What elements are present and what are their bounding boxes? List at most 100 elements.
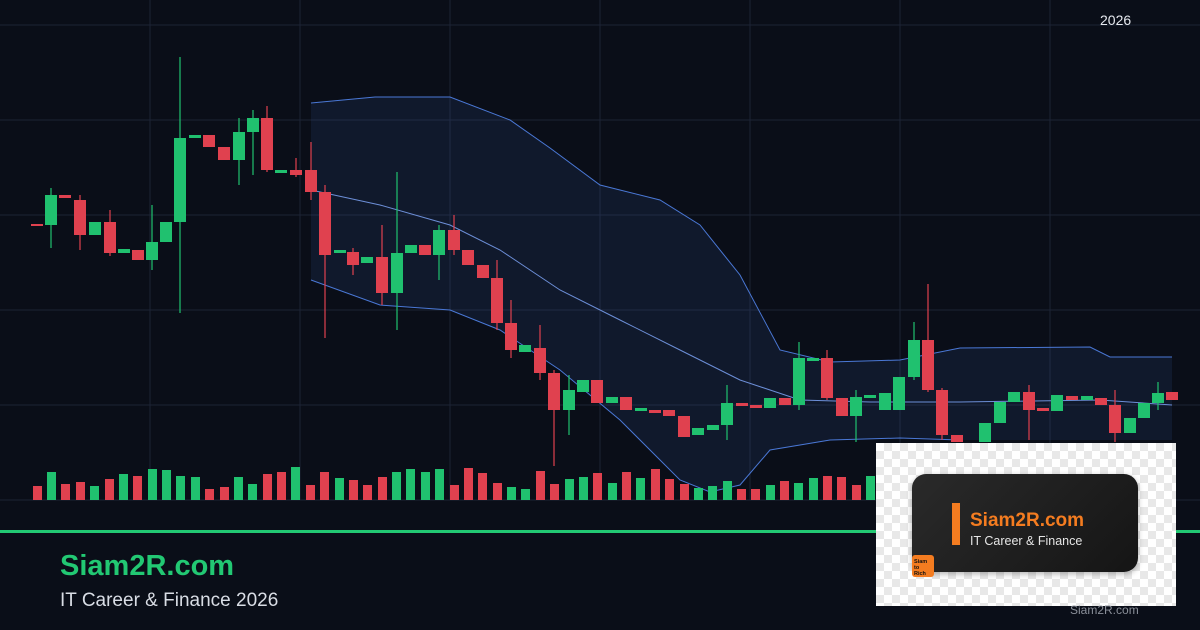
volume-bar — [33, 486, 42, 500]
volume-bar — [392, 472, 401, 500]
candle — [1051, 395, 1063, 411]
band-lower — [310, 279, 961, 493]
volume-bar — [579, 477, 588, 500]
logo-panel: Siam2R.com IT Career & Finance Siam to R… — [876, 443, 1176, 606]
candle — [174, 138, 186, 222]
brand-title: Siam2R.com — [60, 550, 235, 582]
volume-bar — [435, 469, 444, 500]
candle — [290, 170, 302, 175]
candle — [104, 222, 116, 253]
candle — [779, 398, 791, 405]
candle — [736, 403, 748, 406]
volume-bar — [291, 467, 300, 500]
volume-bars — [33, 467, 875, 500]
logo-title: Siam2R.com — [970, 510, 1085, 531]
candle — [462, 250, 474, 265]
candle — [864, 395, 876, 398]
candle — [1081, 396, 1093, 400]
candle — [519, 345, 531, 352]
volume-bar — [148, 469, 157, 500]
candle — [936, 390, 948, 435]
volume-bar — [263, 474, 272, 500]
candle — [405, 245, 417, 253]
volume-bar — [378, 477, 387, 500]
candle — [1023, 392, 1035, 410]
candle — [821, 358, 833, 398]
volume-bar — [780, 481, 789, 500]
volume-bar — [751, 489, 760, 500]
candle — [319, 192, 331, 255]
candle — [160, 222, 172, 242]
volume-bar — [191, 477, 200, 500]
logo-card: Siam2R.com IT Career & Finance — [912, 474, 1138, 572]
candle — [908, 340, 920, 377]
volume-bar — [507, 487, 516, 500]
brand-subtitle: IT Career & Finance 2026 — [60, 590, 279, 611]
volume-bar — [176, 476, 185, 500]
volume-bar — [493, 483, 502, 500]
volume-bar — [47, 472, 56, 500]
candle — [347, 252, 359, 265]
volume-bar — [565, 479, 574, 500]
volume-bar — [205, 489, 214, 500]
volume-bar — [694, 488, 703, 500]
volume-bar — [766, 485, 775, 500]
candle — [649, 410, 661, 413]
candle — [879, 393, 891, 410]
candle — [836, 398, 848, 416]
candle — [334, 250, 346, 253]
candle — [45, 195, 57, 225]
volume-bar — [550, 484, 559, 500]
candle — [391, 253, 403, 293]
band-fill — [311, 97, 1172, 492]
candle — [448, 230, 460, 250]
volume-bar — [837, 477, 846, 500]
candle — [1109, 405, 1121, 433]
volume-bar — [105, 479, 114, 500]
candle — [203, 135, 215, 147]
candle — [994, 402, 1006, 423]
volume-bar — [421, 472, 430, 500]
logo-badge: Siam to Rich — [912, 555, 934, 577]
band-upper — [310, 96, 1172, 363]
volume-bar — [335, 478, 344, 500]
candle — [678, 416, 690, 437]
volume-bar — [220, 487, 229, 500]
volume-bar — [248, 484, 257, 500]
volume-bar — [119, 474, 128, 500]
candle — [692, 428, 704, 435]
volume-bar — [521, 489, 530, 500]
volume-bar — [464, 468, 473, 500]
candle — [606, 397, 618, 403]
candle — [361, 257, 373, 263]
candle — [721, 403, 733, 425]
volume-bar — [665, 479, 674, 500]
candle — [305, 170, 317, 192]
candle — [1138, 403, 1150, 418]
volume-bar — [61, 484, 70, 500]
volume-bar — [680, 484, 689, 500]
volume-bar — [306, 485, 315, 500]
volume-bar — [608, 483, 617, 500]
candle — [59, 195, 71, 198]
volume-bar — [622, 472, 631, 500]
volume-bar — [363, 485, 372, 500]
logo-bar — [952, 503, 960, 545]
volume-bar — [450, 485, 459, 500]
volume-bar — [133, 476, 142, 500]
volume-bar — [320, 472, 329, 500]
candle — [534, 348, 546, 373]
candle — [1095, 398, 1107, 405]
volume-bar — [636, 478, 645, 500]
candle — [563, 390, 575, 410]
volume-bar — [852, 485, 861, 500]
candle — [850, 397, 862, 416]
candle — [663, 410, 675, 416]
year-label: 2026 — [1100, 12, 1132, 28]
candle — [979, 423, 991, 442]
candle — [591, 380, 603, 403]
volume-bar — [162, 470, 171, 500]
candle — [31, 224, 43, 226]
candle — [707, 425, 719, 430]
